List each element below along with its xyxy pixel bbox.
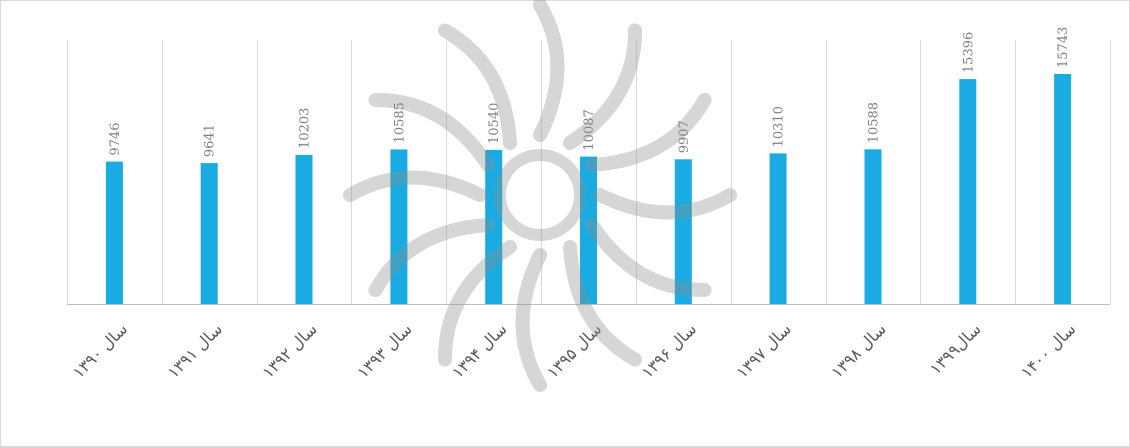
value-label: 15743 — [1056, 27, 1071, 68]
bar — [769, 153, 787, 304]
bar — [1054, 74, 1072, 304]
bars — [105, 74, 1072, 304]
value-label: 10310 — [772, 106, 787, 147]
value-label: 10203 — [298, 108, 313, 149]
bar — [390, 149, 408, 304]
watermark-petal — [515, 248, 547, 392]
value-label: 10087 — [582, 109, 597, 150]
value-label: 10588 — [867, 102, 882, 143]
watermark-petal — [593, 188, 737, 220]
watermark-center — [494, 149, 586, 241]
watermark-petal — [533, 0, 565, 142]
value-label: 10585 — [392, 102, 407, 143]
bar — [105, 161, 123, 304]
watermark-logo — [343, 0, 737, 392]
value-label: 9907 — [677, 120, 692, 153]
value-label: 15396 — [961, 32, 976, 73]
watermark-petal — [585, 93, 712, 172]
watermark-petal — [343, 170, 487, 202]
bar — [295, 154, 313, 304]
bar — [864, 149, 882, 304]
gridlines — [67, 40, 1111, 305]
value-labels: 9746 9641 10203 10585 10540 10087 9907 10310 105… — [108, 27, 1071, 157]
bar — [485, 150, 503, 304]
watermark-petal — [368, 92, 495, 172]
bar — [959, 79, 977, 304]
watermark-petal — [368, 218, 495, 297]
value-label: 10540 — [487, 103, 502, 144]
value-label: 9641 — [203, 124, 218, 157]
watermark-petal — [563, 240, 642, 367]
watermark-petal — [585, 218, 712, 298]
bar — [580, 156, 597, 304]
watermark-petal — [563, 23, 643, 150]
bar — [674, 159, 692, 304]
value-label: 9746 — [108, 123, 123, 156]
watermark-petal — [437, 240, 517, 367]
bar — [200, 163, 218, 304]
watermark-petal — [438, 23, 517, 150]
